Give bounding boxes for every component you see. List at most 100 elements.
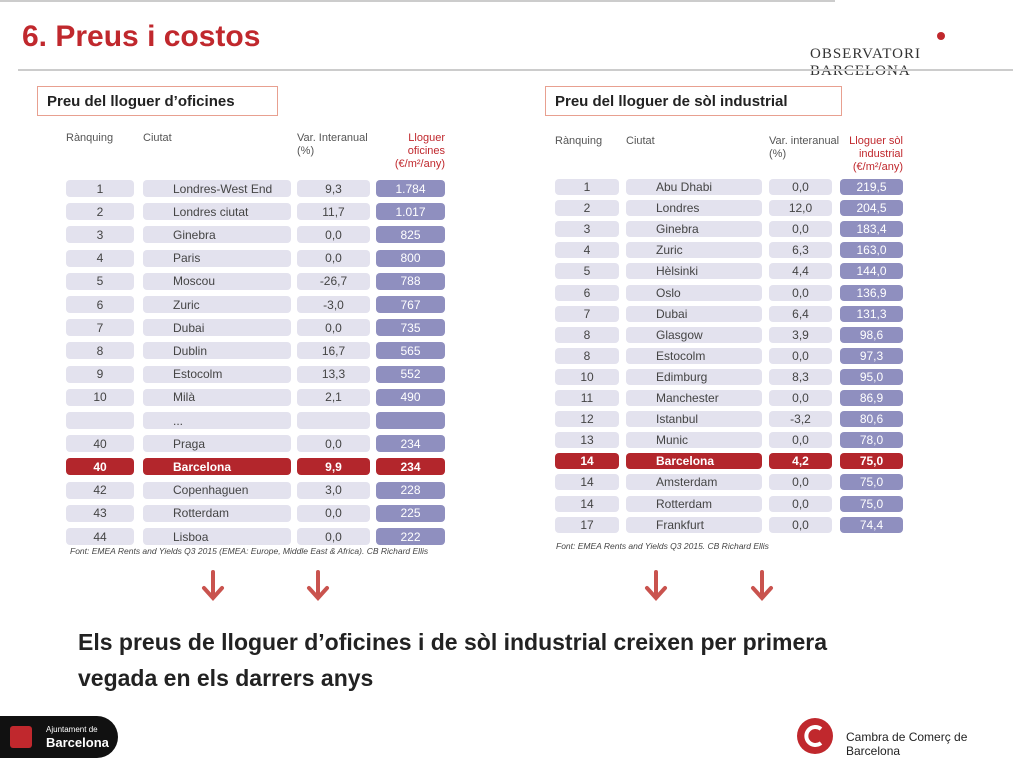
table-cell: Ginebra xyxy=(626,221,762,238)
message: Els preus de lloguer d’oficines i de sòl… xyxy=(78,629,828,691)
ajuntament-shield xyxy=(10,726,32,748)
table-cell: 7 xyxy=(66,319,134,337)
table-cell: 12,0 xyxy=(769,200,832,217)
table-cell: 234 xyxy=(376,435,445,453)
ajuntament-logo: Ajuntament de Barcelona xyxy=(0,716,118,758)
table-cell: 44 xyxy=(66,528,134,545)
column-header: Rànquing xyxy=(555,135,603,147)
table-cell: Rotterdam xyxy=(143,504,291,522)
column-header: Var. Interanual (%) xyxy=(297,132,368,157)
table-cell: 4,4 xyxy=(769,263,832,280)
table-cell: 3,9 xyxy=(769,326,832,343)
column-header: Var. interanual (%) xyxy=(769,135,840,160)
logo-text: OBSERVATORI BARCELONA xyxy=(810,46,921,79)
table-cell: Zuric xyxy=(626,242,762,259)
table-cell: 97,3 xyxy=(840,347,903,364)
table-cell: 204,5 xyxy=(840,200,903,217)
table-cell: 75,0 xyxy=(840,474,903,491)
table-title: Preu del lloguer d’oficines xyxy=(37,86,278,116)
table-cell: 800 xyxy=(376,249,445,267)
table-cell: 8,3 xyxy=(769,368,832,385)
table-cell: Rotterdam xyxy=(626,495,762,512)
table-cell: Hèlsinki xyxy=(626,263,762,280)
table-cell: 1.017 xyxy=(376,203,445,221)
table-cell: Londres xyxy=(626,200,762,217)
table-cell: 0,0 xyxy=(769,221,832,238)
table-cell: 0,0 xyxy=(297,504,370,522)
table-cell: Dublin xyxy=(143,342,291,360)
table-cell: Oslo xyxy=(626,284,762,301)
cambra-text: Cambra de Comerç de Barcelona xyxy=(846,730,968,758)
table-cell: 490 xyxy=(376,388,445,406)
table-cell: 13 xyxy=(555,432,619,449)
column-header: Lloguer sòl industrial (€/m²/any) xyxy=(849,135,903,173)
table-cell: 80,6 xyxy=(840,411,903,428)
table-cell: 13,3 xyxy=(297,365,370,383)
column-header: Ciutat xyxy=(626,135,655,147)
table-cell: 42 xyxy=(66,481,134,499)
arrow xyxy=(307,570,329,601)
table-cell-empty xyxy=(297,412,370,429)
table-cell: 222 xyxy=(376,528,445,545)
table-cell: 12 xyxy=(555,411,619,428)
table-cell: Barcelona xyxy=(143,458,291,476)
table-cell: 2 xyxy=(555,200,619,217)
table-cell: 825 xyxy=(376,226,445,244)
table-cell: Londres ciutat xyxy=(143,203,291,221)
table-cell: 0,0 xyxy=(769,179,832,195)
table-cell: Istanbul xyxy=(626,411,762,428)
table-cell: 16,7 xyxy=(297,342,370,360)
arrow-group xyxy=(202,570,773,601)
table-cell: 0,0 xyxy=(769,474,832,491)
table-cell: Manchester xyxy=(626,390,762,406)
table-cell: Frankfurt xyxy=(626,516,762,533)
table-cell: Glasgow xyxy=(626,326,762,343)
table-cell: 0,0 xyxy=(769,495,832,512)
table-cell: 0,0 xyxy=(769,516,832,533)
table-cell: 3 xyxy=(555,221,619,238)
table-cell-empty xyxy=(376,412,445,429)
table-cell: 11,7 xyxy=(297,203,370,221)
table-cell: 788 xyxy=(376,272,445,290)
table-cell: 552 xyxy=(376,365,445,383)
table-cell-empty xyxy=(66,412,134,429)
table-cell: 565 xyxy=(376,342,445,360)
table-cell: 0,0 xyxy=(297,249,370,267)
top-rule xyxy=(0,0,835,2)
table-cell: 6,3 xyxy=(769,242,832,259)
cambra-logo xyxy=(797,718,833,754)
table-cell: 5 xyxy=(66,272,134,290)
table-cell: 144,0 xyxy=(840,263,903,280)
table-cell: 8 xyxy=(66,342,134,360)
table-title: Preu del lloguer de sòl industrial xyxy=(545,86,842,116)
cambra-c xyxy=(804,725,823,747)
table-cell: 8 xyxy=(555,326,619,343)
table-cell: 11 xyxy=(555,390,619,406)
table-cell: Milà xyxy=(143,388,291,406)
table-cell: Zuric xyxy=(143,296,291,313)
table-cell: 0,0 xyxy=(769,347,832,364)
table-cell: 17 xyxy=(555,516,619,533)
table-cell: 8 xyxy=(555,347,619,364)
table-cell: 14 xyxy=(555,453,619,470)
table-cell: Praga xyxy=(143,435,291,453)
table-cell: Lisboa xyxy=(143,528,291,545)
table-cell: 0,0 xyxy=(297,319,370,337)
table-cell: ... xyxy=(143,412,291,429)
table-cell: 5 xyxy=(555,263,619,280)
table-cell: 6 xyxy=(66,296,134,313)
table-cell: 228 xyxy=(376,481,445,499)
header-rule xyxy=(18,69,1013,71)
table-cell: 1.784 xyxy=(376,180,445,197)
table-cell: Dubai xyxy=(143,319,291,337)
ajuntament-line1: Ajuntament de xyxy=(46,725,98,734)
table-cell: 9,9 xyxy=(297,458,370,476)
table-cell: 4,2 xyxy=(769,453,832,470)
table-cell: Paris xyxy=(143,249,291,267)
table-cell: 1 xyxy=(66,180,134,197)
table-cell: Dubai xyxy=(626,305,762,322)
column-header: Lloguer oficines (€/m²/any) xyxy=(394,132,445,170)
table-cell: 3,0 xyxy=(297,481,370,499)
table-cell: Copenhaguen xyxy=(143,481,291,499)
table-cell: 98,6 xyxy=(840,326,903,343)
